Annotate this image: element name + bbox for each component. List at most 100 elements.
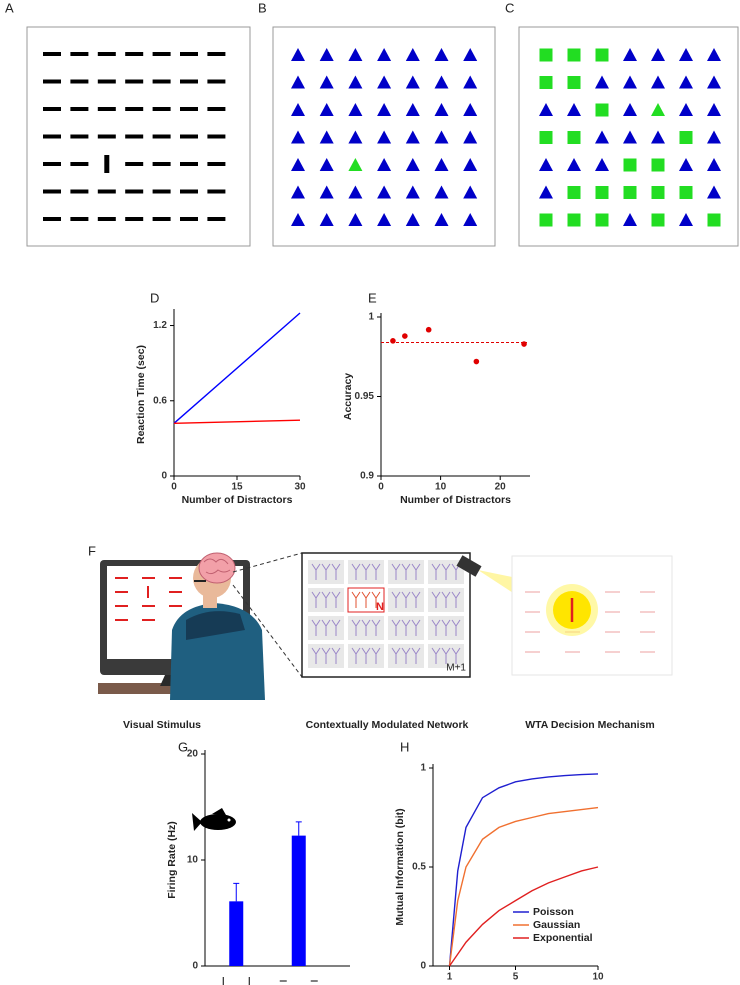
- neuron: [331, 647, 341, 664]
- neuron: [431, 563, 441, 580]
- triangle: [707, 130, 721, 144]
- triangle: [595, 75, 609, 89]
- horizontal-bar: [70, 107, 89, 111]
- horizontal-bar: [125, 107, 144, 111]
- triangle: [319, 213, 334, 226]
- horizontal-bar: [207, 217, 226, 221]
- y-tick-label: 0.95: [355, 391, 375, 402]
- neuron: [391, 619, 401, 636]
- x-tick-label: 0: [378, 482, 384, 493]
- legend-label: Exponential: [533, 932, 593, 944]
- square: [539, 76, 553, 89]
- y-axis-label: Firing Rate (Hz): [166, 821, 178, 899]
- triangle: [623, 213, 637, 226]
- square: [539, 213, 553, 227]
- horizontal-bar: [207, 107, 226, 111]
- panel-label: H: [400, 739, 409, 754]
- neuron: [351, 619, 361, 636]
- horizontal-bar: [152, 189, 171, 194]
- triangle: [291, 103, 305, 116]
- neuron: [321, 619, 331, 636]
- triangle: [405, 213, 420, 226]
- chart: 0 0.5 1 1 5 10Contextual Modulation Strength M…: [394, 763, 604, 985]
- horizontal-bar: [207, 52, 226, 56]
- triangle: [707, 48, 721, 61]
- x-tick-label: 1: [447, 972, 453, 983]
- square: [595, 213, 609, 227]
- horizontal-bar: [97, 79, 116, 84]
- neuron: [321, 563, 331, 580]
- neuron: [331, 563, 341, 580]
- x-axis-label: Number of Distractors: [182, 494, 293, 506]
- square: [539, 131, 553, 144]
- triangle: [679, 103, 693, 116]
- chart: 0 10 20 Firing Rate (Hz): [166, 749, 350, 985]
- y-tick-label: 0.9: [360, 471, 374, 482]
- horizontal-bar: [180, 107, 198, 111]
- triangle: [291, 213, 305, 226]
- horizontal-bar: [70, 217, 89, 221]
- triangle: [319, 103, 334, 116]
- panel-a: [26, 26, 251, 247]
- square: [567, 48, 581, 62]
- triangle: [567, 158, 581, 171]
- horizontal-bar: [97, 107, 116, 111]
- horizontal-bar: [152, 162, 171, 166]
- triangle: [291, 130, 305, 144]
- neuron: [361, 647, 371, 664]
- panel-label: D: [150, 290, 159, 305]
- bar: [291, 835, 306, 966]
- brain: [198, 552, 236, 584]
- neuron: [431, 619, 441, 636]
- square: [651, 213, 665, 227]
- horizontal-bar: [97, 52, 116, 56]
- panel-label: G: [178, 739, 188, 754]
- x-axis-label: Contextual Modulation Strength: [436, 984, 595, 985]
- neuron: [451, 619, 461, 636]
- x-tick-label: 5: [513, 972, 519, 983]
- horizontal-bar: [207, 79, 226, 84]
- triangle: [463, 158, 478, 171]
- diagram: N M+1 Visual Stimulus Contextually Modul…: [98, 552, 673, 731]
- panel-label: E: [368, 290, 377, 305]
- network-grid: [308, 560, 464, 668]
- triangle: [539, 185, 553, 199]
- y-tick-label: 0: [192, 961, 198, 972]
- y-tick-label: 20: [187, 749, 199, 760]
- neuron: [311, 591, 321, 608]
- square: [679, 131, 693, 144]
- x-tick-label: 30: [294, 482, 306, 493]
- panel-label: C: [505, 0, 514, 15]
- horizontal-bar: [125, 52, 144, 56]
- neuron: [391, 591, 401, 608]
- legend-label: Poisson: [533, 906, 574, 918]
- neuron: [331, 591, 341, 608]
- neuron: [411, 619, 421, 636]
- y-axis-label: Accuracy: [342, 373, 354, 420]
- vertical-bar: [104, 155, 110, 173]
- triangle: [434, 130, 449, 144]
- neuron: [331, 619, 341, 636]
- wta-box: [511, 555, 673, 676]
- panel-c: [518, 26, 739, 247]
- fish-icon: [192, 808, 236, 831]
- horizontal-bar: [97, 189, 116, 194]
- y-tick-label: 10: [187, 855, 199, 866]
- triangle: [679, 158, 693, 171]
- screen-stimulus: [115, 577, 182, 621]
- triangle: [405, 158, 420, 171]
- triangle: [434, 75, 449, 89]
- triangle: [595, 130, 609, 144]
- x-tick-label: 15: [231, 482, 243, 493]
- triangle: [623, 130, 637, 144]
- square: [567, 213, 581, 227]
- neuron: [391, 647, 401, 664]
- triangle: [377, 213, 392, 226]
- line: [173, 419, 301, 425]
- neuron: [451, 647, 461, 664]
- triangle: [348, 75, 363, 89]
- line: [173, 312, 301, 424]
- neuron: [411, 647, 421, 664]
